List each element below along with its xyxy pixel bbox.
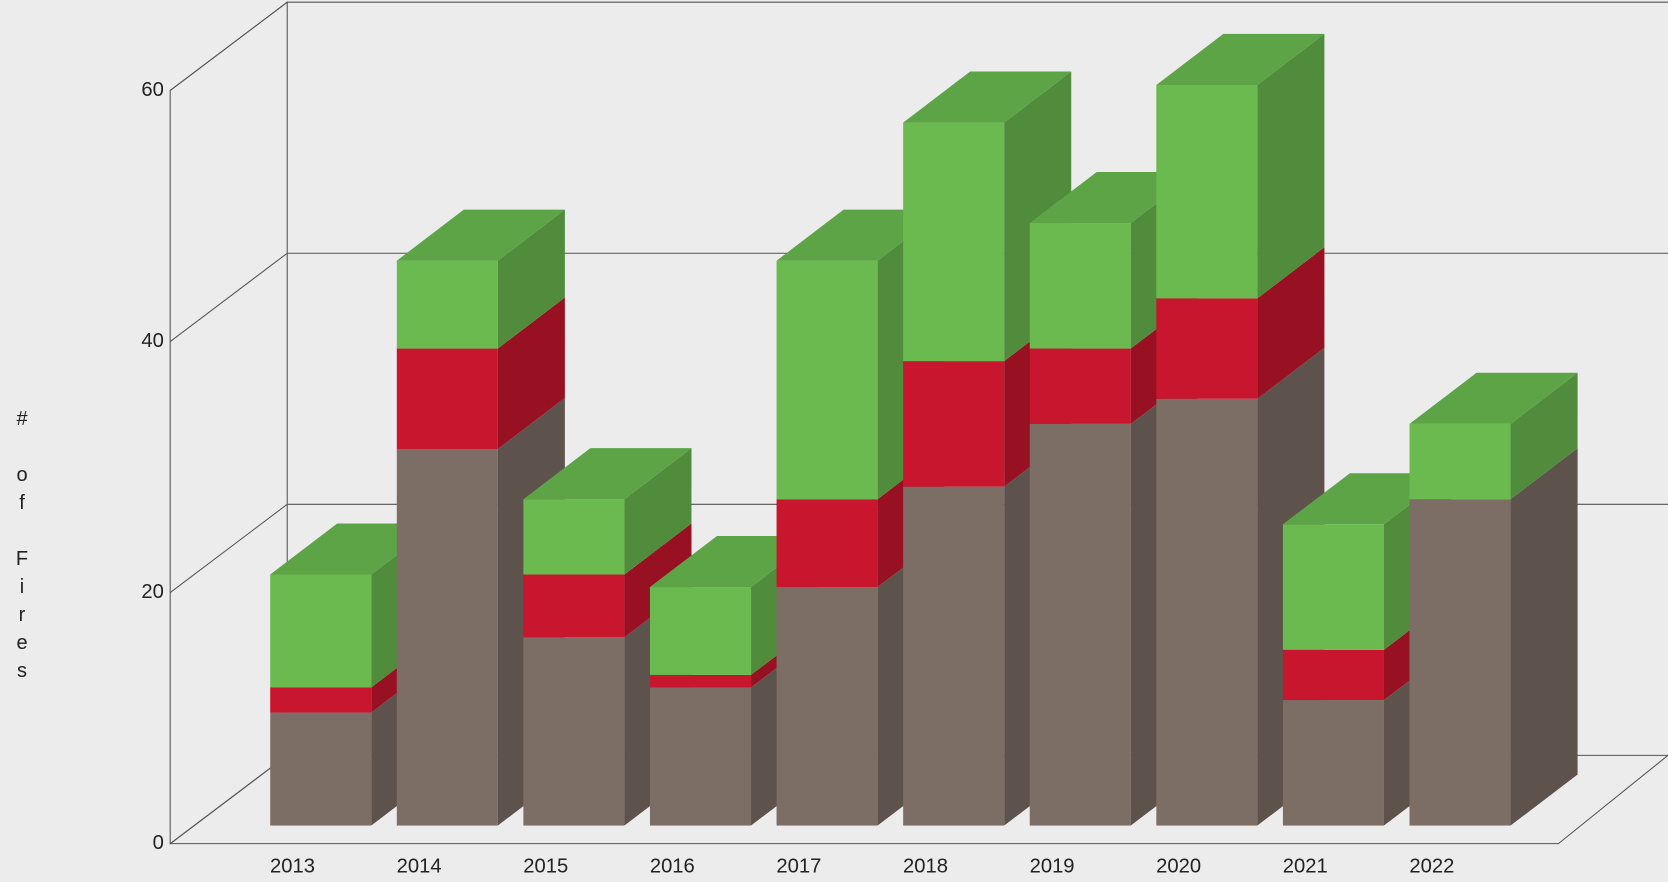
- bar-segment: [270, 687, 372, 713]
- x-tick-label: 2016: [650, 855, 695, 877]
- bar-segment: [1282, 524, 1384, 650]
- bar-segment: [776, 587, 878, 826]
- bar-top: [270, 523, 439, 575]
- bar-segment: [523, 637, 625, 826]
- bar-side: [1510, 448, 1578, 826]
- floor: [170, 754, 1668, 845]
- bar-segment: [396, 348, 498, 449]
- wall-grid-line: [169, 754, 288, 845]
- bar-segment: [776, 499, 878, 588]
- bar-top: [1409, 372, 1578, 424]
- x-tick-label: 2013: [270, 855, 315, 877]
- bar-side: [624, 523, 692, 638]
- bar-top: [903, 71, 1072, 123]
- bar-side: [497, 209, 565, 349]
- wall-grid-line: [169, 503, 288, 594]
- bar-segment: [1156, 298, 1258, 399]
- y-axis-label: # of Fires: [11, 408, 33, 688]
- y-tick-label: 20: [141, 581, 163, 603]
- bar-segment: [903, 486, 1005, 826]
- bar-side: [1510, 372, 1578, 500]
- x-tick-label: 2014: [397, 855, 442, 877]
- bar-segment: [1409, 423, 1511, 500]
- bar-side: [1257, 33, 1325, 299]
- bar-top: [523, 448, 692, 500]
- bar-segment: [649, 687, 752, 826]
- bar-segment: [1282, 700, 1384, 826]
- x-tick-label: 2022: [1409, 855, 1454, 877]
- y-tick-label: 60: [141, 79, 163, 101]
- bar-segment: [270, 574, 372, 688]
- bar-segment: [1029, 223, 1131, 349]
- bar-segment: [523, 574, 625, 638]
- bar-segment: [1029, 423, 1131, 826]
- bar-segment: [903, 361, 1005, 487]
- x-tick-label: 2021: [1283, 855, 1328, 877]
- bar-segment: [649, 587, 752, 675]
- bar-segment: [649, 674, 752, 688]
- x-tick-label: 2017: [776, 855, 821, 877]
- bar-top: [649, 535, 819, 588]
- bar-segment: [1156, 84, 1258, 299]
- bar-segment: [903, 122, 1005, 362]
- wall-grid-line: [169, 1, 288, 91]
- bar-top: [1282, 473, 1451, 525]
- left-wall: [169, 1, 288, 845]
- bar-segment: [1029, 348, 1131, 424]
- y-tick-label: 40: [141, 330, 163, 352]
- bar-segment: [396, 448, 498, 826]
- bar-segment: [1282, 649, 1384, 701]
- bar-side: [1257, 247, 1325, 399]
- x-tick-label: 2015: [523, 855, 568, 877]
- bar-segment: [1156, 398, 1258, 826]
- bar-segment: [776, 260, 878, 500]
- bar-top: [1156, 33, 1325, 85]
- x-tick-label: 2019: [1030, 855, 1075, 877]
- bar-side: [624, 448, 692, 575]
- bar-segment: [270, 712, 372, 826]
- bar-top: [396, 209, 565, 261]
- bar-segment: [523, 499, 625, 575]
- bar-top: [776, 209, 945, 261]
- x-tick-label: 2018: [903, 855, 948, 877]
- bar-side: [497, 297, 565, 449]
- x-tick-label: 2020: [1156, 855, 1201, 877]
- bar-segment: [1409, 499, 1511, 826]
- bar-segment: [396, 260, 498, 349]
- y-tick-label: 0: [153, 832, 164, 854]
- wall-grid-line: [169, 252, 288, 342]
- bar-top: [1029, 171, 1198, 224]
